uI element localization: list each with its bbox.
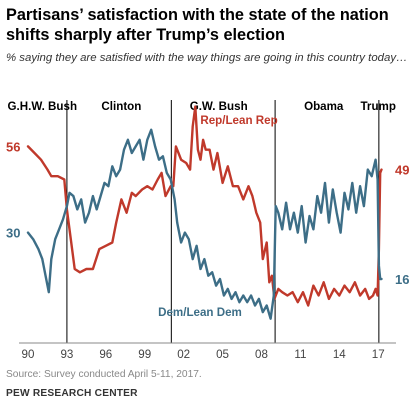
x-tick-label: 11 (294, 348, 306, 361)
x-axis: 90 93 96 99 02 05 08 11 14 17 (19, 342, 396, 361)
series-name-label: Dem/Lean Dem (158, 306, 242, 319)
series-end-value: 49 (395, 163, 409, 178)
presidency-label: Clinton (101, 100, 141, 113)
series-line (26, 105, 383, 307)
x-tick-label: 02 (177, 348, 190, 361)
chart-subtitle: % saying they are satisfied with the way… (6, 52, 408, 64)
x-tick-label: 05 (216, 348, 229, 361)
series-name-label: Rep/Lean Rep (200, 114, 277, 127)
x-tick-label: 99 (138, 348, 151, 361)
series-end-value: 16 (395, 272, 409, 287)
presidency-label: Trump (360, 100, 395, 113)
series-start-value: 30 (6, 226, 20, 241)
source-note: Source: Survey conducted April 5-11, 201… (6, 369, 202, 380)
x-tick-label: 90 (22, 348, 35, 361)
presidency-label: Obama (304, 100, 344, 113)
series-labels: Rep/Lean Rep Dem/Lean Dem 56 30 49 16 (6, 114, 409, 319)
series-start-value: 56 (6, 139, 20, 154)
presidency-labels: G.H.W. Bush Clinton G.W. Bush Obama Trump (7, 100, 395, 113)
presidency-label: G.H.W. Bush (7, 100, 77, 113)
x-tick-label: 14 (333, 348, 346, 361)
org-credit: PEW RESEARCH CENTER (6, 388, 138, 399)
x-tick-label: 96 (99, 348, 112, 361)
series-lines (26, 105, 383, 320)
presidency-label: G.W. Bush (190, 100, 248, 113)
series-line (26, 128, 383, 320)
x-tick-label: 93 (60, 348, 73, 361)
x-tick-label: 17 (372, 348, 385, 361)
x-tick-label: 08 (255, 348, 268, 361)
chart-title: Partisans’ satisfaction with the state o… (6, 6, 389, 44)
